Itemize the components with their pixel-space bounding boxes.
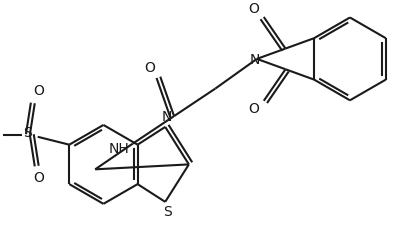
Text: O: O — [248, 102, 259, 116]
Text: O: O — [144, 61, 155, 75]
Text: O: O — [33, 84, 44, 98]
Text: S: S — [162, 205, 171, 219]
Text: NH: NH — [108, 142, 129, 156]
Text: N: N — [162, 110, 172, 124]
Text: S: S — [23, 126, 32, 140]
Text: O: O — [33, 171, 44, 185]
Text: N: N — [249, 53, 259, 67]
Text: O: O — [248, 2, 259, 16]
